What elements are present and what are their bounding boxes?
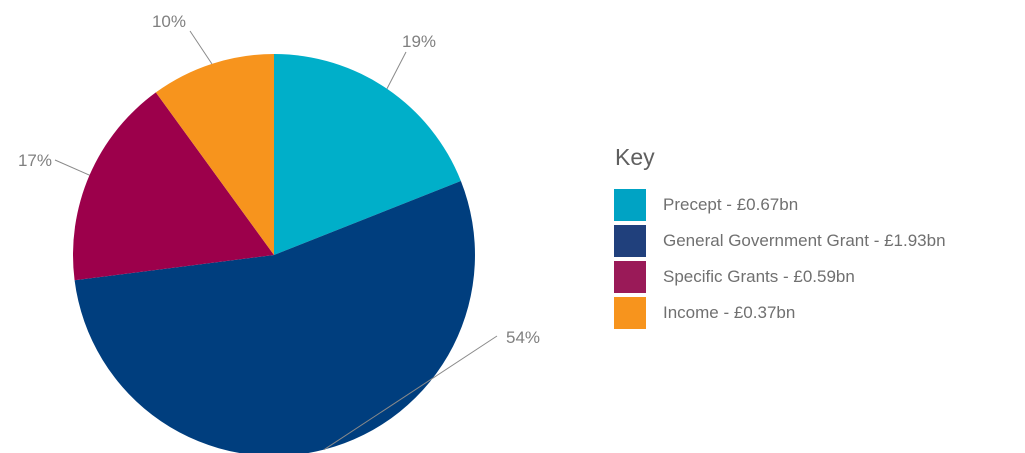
legend-swatch-income [614,297,646,329]
percent-label-specific-grants: 17% [18,151,52,170]
leader-line-precept [386,51,407,89]
leader-line-income [189,30,213,65]
legend-swatch-precept [614,189,646,221]
percent-label-income: 10% [152,12,186,31]
leader-line-specific-grants [54,159,90,176]
pie-slice-general-government-grant [74,181,475,453]
legend-item-precept: Precept - £0.67bn [614,189,946,221]
legend-swatch-general-government-grant [614,225,646,257]
pie-slices [72,54,475,453]
percent-label-general-government-grant: 54% [506,328,540,347]
legend-item-income: Income - £0.37bn [614,297,946,329]
pie-slice-specific-grants [72,92,274,281]
legend-label-precept: Precept - £0.67bn [663,195,799,214]
leader-lines [54,30,498,451]
legend: Key Precept - £0.67bn General Government… [614,144,946,333]
leader-line-general-government-grant [323,335,498,451]
percent-label-precept: 19% [402,32,436,51]
legend-title: Key [615,144,655,170]
pie-slice-income [155,54,274,255]
legend-swatch-specific-grants [614,261,646,293]
legend-item-specific-grants: Specific Grants - £0.59bn [614,261,946,293]
legend-label-general-government-grant: General Government Grant - £1.93bn [663,231,946,250]
pie-slice-precept [274,54,461,255]
legend-label-specific-grants: Specific Grants - £0.59bn [663,267,855,286]
percent-labels: 19% 54% 17% 10% [18,12,540,347]
legend-item-general-government-grant: General Government Grant - £1.93bn [614,225,946,257]
legend-label-income: Income - £0.37bn [663,303,796,322]
